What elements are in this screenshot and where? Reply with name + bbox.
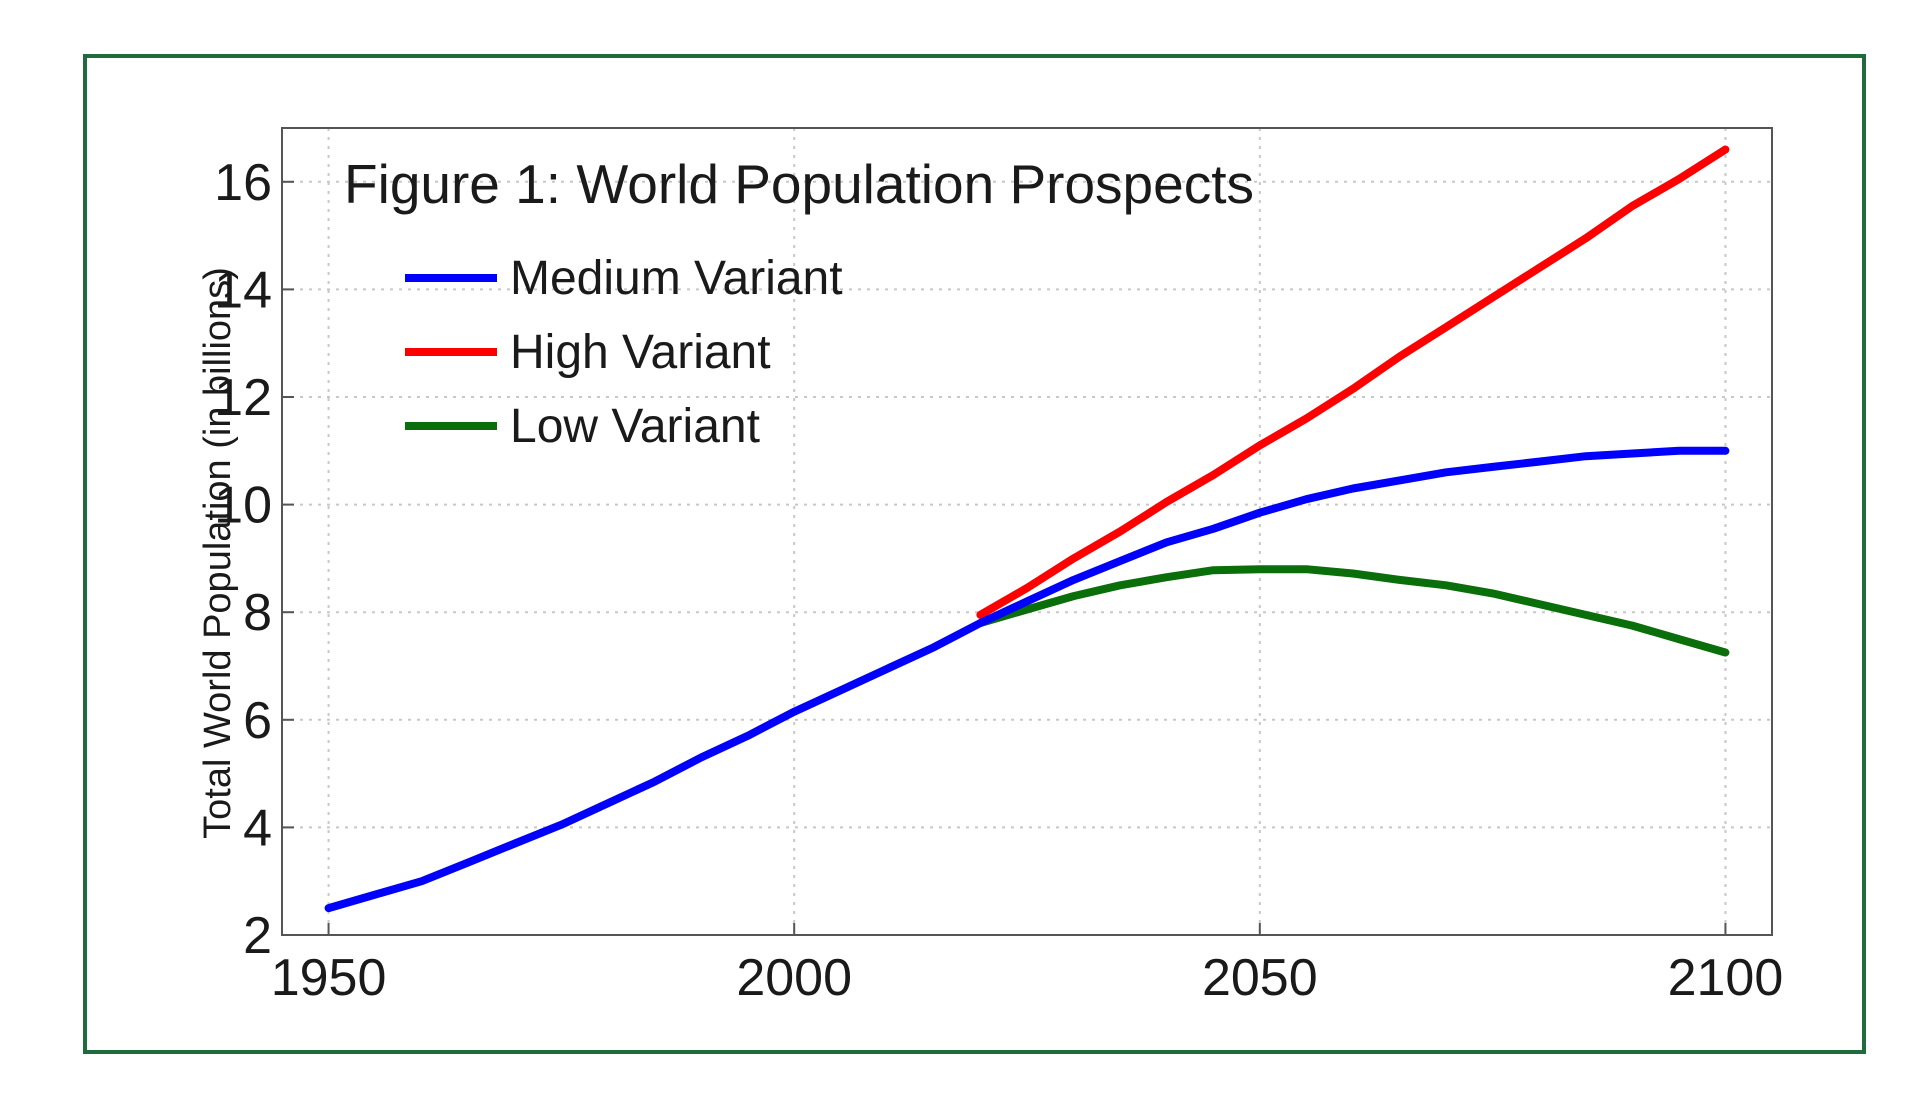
high-variant-line xyxy=(976,145,1730,619)
y-tick-label: 6 xyxy=(243,692,272,750)
grid xyxy=(282,128,1772,936)
y-tick-label: 10 xyxy=(214,477,272,535)
plot-area xyxy=(281,127,1773,936)
y-tick-label: 4 xyxy=(243,799,272,857)
population-chart: 1950 2000 2050 2100 2 4 6 8 10 12 14 16 Figure 1: W… xyxy=(197,127,1783,1007)
x-tick-label: 2050 xyxy=(1202,949,1318,1007)
chart-frame: 1950 2000 2050 2100 2 4 6 8 10 12 14 16 Figure 1: W… xyxy=(83,54,1866,1054)
low-variant-line xyxy=(976,565,1730,657)
x-tick-label: 2000 xyxy=(736,949,852,1007)
y-tick-label: 12 xyxy=(214,369,272,427)
y-tick-label: 8 xyxy=(243,584,272,642)
y-tick-label: 14 xyxy=(214,261,272,319)
chart-title: Figure 1: World Population Prospects xyxy=(344,153,1254,215)
y-tick-label: 2 xyxy=(243,907,272,965)
series-lines xyxy=(324,145,1730,913)
medium-variant-line xyxy=(324,446,1730,913)
legend-label-low-variant: Low Variant xyxy=(510,400,760,453)
x-tick-label: 2100 xyxy=(1668,949,1784,1007)
legend-label-high-variant: High Variant xyxy=(510,326,771,379)
x-tick-label: 1950 xyxy=(271,949,387,1007)
y-axis-label: Total World Population (in billions) xyxy=(197,267,239,839)
legend: Medium Variant High Variant Low Variant xyxy=(405,252,843,453)
y-tick-label: 16 xyxy=(214,154,272,212)
legend-label-medium-variant: Medium Variant xyxy=(510,252,843,305)
axis-ticks: 1950 2000 2050 2100 2 4 6 8 10 12 14 16 xyxy=(214,154,1783,1007)
